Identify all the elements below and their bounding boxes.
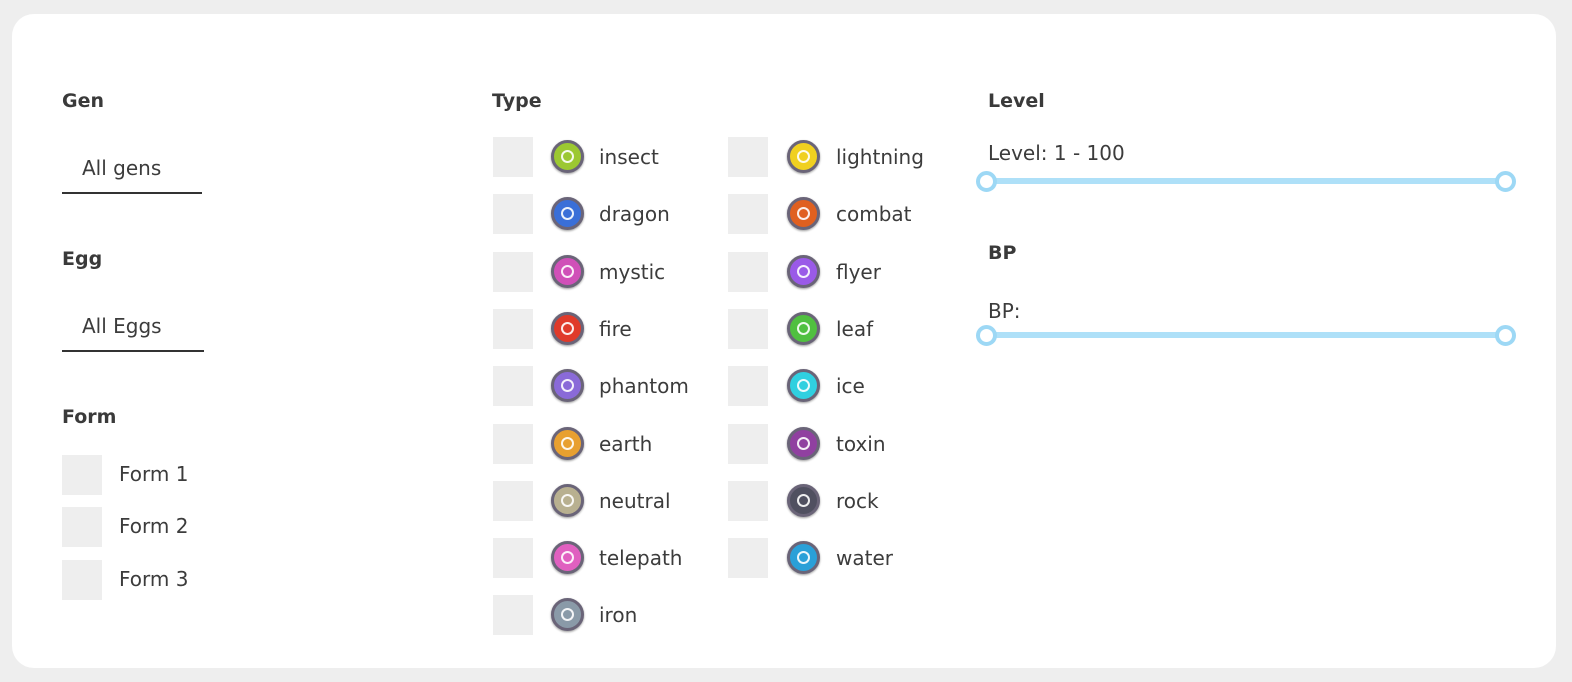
bp-range-label: BP: xyxy=(988,299,1021,323)
form-heading: Form xyxy=(62,406,117,428)
bp-max-handle[interactable] xyxy=(1495,325,1516,346)
type-label: combat xyxy=(836,202,912,227)
filter-panel: Gen All gens Egg All Eggs Form Form 1 Fo… xyxy=(12,14,1556,668)
type-checkbox[interactable] xyxy=(493,251,533,292)
lightning-icon xyxy=(787,140,820,173)
level-range-label: Level: 1 - 100 xyxy=(988,141,1125,165)
mystic-icon xyxy=(551,254,584,288)
type-checkbox[interactable] xyxy=(728,194,768,235)
level-heading: Level xyxy=(988,90,1045,112)
type-label: fire xyxy=(599,316,632,341)
bp-min-handle[interactable] xyxy=(976,325,997,346)
form-checkbox[interactable] xyxy=(62,560,102,600)
type-label: earth xyxy=(599,431,653,456)
earth-icon xyxy=(551,426,584,460)
form-checkbox[interactable] xyxy=(62,455,102,495)
level-min-handle[interactable] xyxy=(976,171,997,192)
type-checkbox[interactable] xyxy=(728,308,768,349)
bp-heading: BP xyxy=(988,242,1017,264)
flyer-icon xyxy=(787,254,820,288)
gen-select[interactable]: All gens xyxy=(62,154,202,194)
gen-heading: Gen xyxy=(62,90,105,112)
form-label: Form 2 xyxy=(119,514,189,538)
type-label: lightning xyxy=(836,145,924,169)
type-checkbox[interactable] xyxy=(493,366,533,407)
type-heading: Type xyxy=(492,90,542,112)
type-checkbox[interactable] xyxy=(493,194,533,235)
type-checkbox[interactable] xyxy=(493,480,533,521)
type-label: toxin xyxy=(836,431,886,456)
neutral-icon xyxy=(551,483,584,517)
type-checkbox[interactable] xyxy=(728,251,768,292)
form-checkbox[interactable] xyxy=(62,507,102,547)
type-label: flyer xyxy=(836,259,881,284)
type-checkbox[interactable] xyxy=(728,366,768,407)
type-checkbox[interactable] xyxy=(493,595,533,636)
type-label: neutral xyxy=(599,488,671,513)
type-label: leaf xyxy=(836,316,874,341)
phantom-icon xyxy=(551,369,584,403)
level-slider-track[interactable] xyxy=(988,178,1506,184)
toxin-icon xyxy=(787,426,820,460)
bp-slider-track[interactable] xyxy=(988,332,1506,338)
type-label: insect xyxy=(599,145,659,169)
form-label: Form 1 xyxy=(119,462,189,486)
leaf-icon xyxy=(787,311,820,345)
dragon-icon xyxy=(551,197,584,231)
type-checkbox[interactable] xyxy=(728,538,768,579)
iron-icon xyxy=(551,598,584,632)
type-label: dragon xyxy=(599,202,670,227)
type-label: iron xyxy=(599,603,638,628)
type-label: rock xyxy=(836,488,879,513)
type-label: mystic xyxy=(599,259,666,284)
form-label: Form 3 xyxy=(119,567,189,591)
type-checkbox[interactable] xyxy=(728,423,768,464)
rock-icon xyxy=(787,483,820,517)
telepath-icon xyxy=(551,541,584,575)
fire-icon xyxy=(551,311,584,345)
water-icon xyxy=(787,541,820,575)
egg-heading: Egg xyxy=(62,248,103,270)
type-checkbox[interactable] xyxy=(728,137,768,177)
combat-icon xyxy=(787,197,820,231)
insect-icon xyxy=(551,140,584,173)
type-label: phantom xyxy=(599,374,689,399)
type-checkbox[interactable] xyxy=(493,308,533,349)
type-label: ice xyxy=(836,374,865,399)
ice-icon xyxy=(787,369,820,403)
type-checkbox[interactable] xyxy=(493,538,533,579)
type-label: water xyxy=(836,546,893,571)
type-checkbox[interactable] xyxy=(728,480,768,521)
egg-select[interactable]: All Eggs xyxy=(62,312,204,352)
type-checkbox[interactable] xyxy=(493,137,533,177)
level-max-handle[interactable] xyxy=(1495,171,1516,192)
type-checkbox[interactable] xyxy=(493,423,533,464)
type-label: telepath xyxy=(599,546,683,571)
